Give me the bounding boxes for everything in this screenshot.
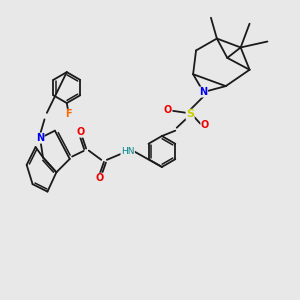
Text: HN: HN [121, 147, 134, 156]
Text: N: N [200, 87, 208, 97]
Text: N: N [36, 133, 44, 143]
Text: O: O [95, 173, 104, 183]
Text: O: O [164, 105, 172, 115]
Text: F: F [65, 109, 72, 119]
Text: O: O [76, 127, 84, 137]
Text: S: S [186, 109, 194, 119]
Text: O: O [201, 120, 209, 130]
